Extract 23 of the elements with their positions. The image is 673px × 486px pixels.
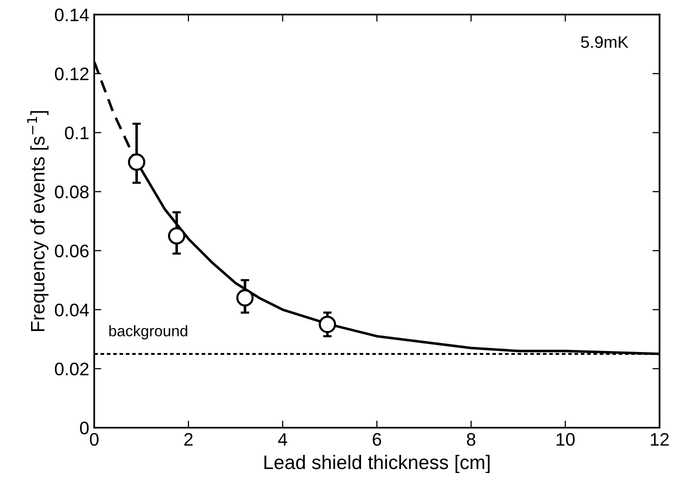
y-tick-label: 0 [80, 422, 89, 434]
x-tick-label: 2 [184, 433, 193, 446]
point [318, 316, 336, 334]
point [236, 289, 254, 307]
x-tick-label: 0 [90, 433, 99, 446]
annotation: 5.9mK [581, 36, 628, 48]
x-axis-title: Lead shield thickness [cm] [264, 454, 490, 474]
x-tick-label: 12 [650, 433, 669, 446]
y-tick-label: 0.04 [54, 304, 89, 316]
y-tick-label: 0.02 [54, 362, 88, 376]
x-tick-label: 4 [278, 433, 288, 446]
y-tick-label: 0.14 [54, 8, 89, 22]
ref-line-label: background [109, 325, 188, 340]
y-tick-label: 0.08 [54, 186, 89, 198]
y-axis-title: Frequency of events [s$^{−1}$] [27, 111, 48, 332]
x-tick-label: 6 [372, 433, 382, 446]
point [128, 153, 146, 171]
y-tick-label: 0.06 [54, 244, 89, 258]
x-tick-label: 10 [556, 433, 575, 446]
point [168, 227, 186, 245]
x-tick-label: 8 [466, 433, 476, 446]
y-tick-label: 0.1 [64, 126, 88, 140]
y-tick-label: 0.12 [54, 68, 88, 80]
